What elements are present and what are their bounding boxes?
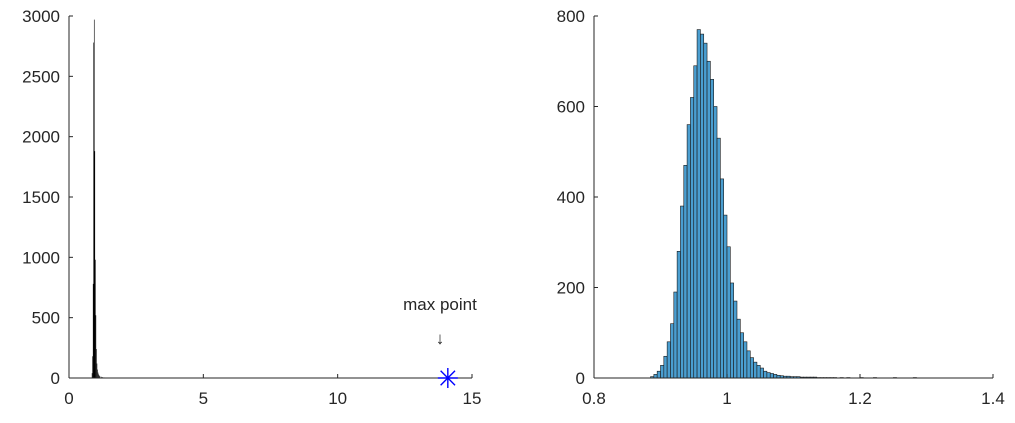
right-axes <box>593 16 993 379</box>
right-bar <box>736 318 741 379</box>
max-point-marker-stroke <box>440 370 456 386</box>
right-bar <box>746 350 751 379</box>
left-histogram: 0 5 10 15 0 500 1000 1500 2000 2500 3000 max point… <box>22 7 481 408</box>
right-bar <box>710 79 715 379</box>
right-y-tick-label: 600 <box>557 98 585 117</box>
right-bar <box>680 205 685 379</box>
right-bar <box>730 282 734 379</box>
right-bar <box>686 124 691 379</box>
right-bar <box>756 365 761 379</box>
right-bar <box>733 300 738 379</box>
right-bar <box>769 373 774 379</box>
annotation-text: max point <box>403 295 477 314</box>
left-y-tick-label: 1500 <box>22 188 60 207</box>
left-bar <box>93 42 95 379</box>
left-bar <box>92 283 94 378</box>
right-bar <box>666 341 671 379</box>
right-bar <box>773 374 778 379</box>
right-x-tick-label: 0.8 <box>582 389 606 408</box>
left-y-tick-label: 2000 <box>22 128 60 147</box>
max-point-marker <box>437 368 458 388</box>
left-y-tick-label: 3000 <box>22 7 60 26</box>
right-bar <box>656 370 661 379</box>
left-bar <box>92 356 93 378</box>
right-bar <box>713 106 718 379</box>
left-bar <box>96 349 97 378</box>
right-x-tick-label: 1 <box>722 389 731 408</box>
right-bar <box>726 246 731 379</box>
left-x-tick-label: 0 <box>64 389 73 408</box>
right-ticks: 0.8 1 1.2 1.4 0 200 400 600 800 <box>557 7 1005 408</box>
left-bar <box>100 376 102 378</box>
left-bar <box>98 374 99 378</box>
right-bar <box>743 341 748 379</box>
right-y-tick-label: 400 <box>557 188 585 207</box>
right-bar <box>690 97 695 379</box>
left-x-tick-label: 15 <box>463 389 482 408</box>
left-bar <box>94 151 96 378</box>
right-bar <box>693 65 698 379</box>
right-bar <box>670 323 675 379</box>
right-bar <box>766 372 771 379</box>
left-y-tick-label: 1000 <box>22 248 60 267</box>
left-bar <box>97 369 98 378</box>
annotation-arrow: ↓ <box>436 329 445 348</box>
left-x-tick-label: 5 <box>199 389 208 408</box>
left-bar <box>95 315 97 378</box>
right-bar <box>683 165 688 379</box>
left-bar <box>93 19 95 379</box>
left-bars <box>91 19 124 379</box>
right-y-tick-label: 200 <box>557 279 585 298</box>
left-bar <box>96 363 98 378</box>
right-bar <box>763 370 768 379</box>
right-x-tick-label: 1.4 <box>981 389 1005 408</box>
right-bar <box>739 332 744 379</box>
right-bar <box>663 355 668 379</box>
right-bar <box>749 357 754 379</box>
right-bar <box>673 291 678 379</box>
right-bar <box>720 178 724 379</box>
right-bar <box>716 137 721 379</box>
right-bar <box>723 214 728 379</box>
right-bar <box>706 60 711 379</box>
right-bars <box>650 29 917 379</box>
left-ticks: 0 5 10 15 0 500 1000 1500 2000 2500 3000 <box>22 7 481 408</box>
left-y-tick-label: 500 <box>32 309 60 328</box>
left-x-tick-label: 10 <box>328 389 347 408</box>
left-bar <box>95 259 96 378</box>
right-y-tick-label: 0 <box>576 369 585 388</box>
right-bar <box>660 365 665 379</box>
right-bar <box>700 33 705 379</box>
right-bar <box>653 374 658 379</box>
right-x-tick-label: 1.2 <box>848 389 872 408</box>
right-y-tick-label: 800 <box>557 7 585 26</box>
right-bar <box>753 361 758 379</box>
left-y-tick-label: 2500 <box>22 67 60 86</box>
left-bar <box>91 373 93 378</box>
right-bar <box>696 29 701 379</box>
right-histogram: 0.8 1 1.2 1.4 0 200 400 600 800 <box>557 7 1005 408</box>
right-bar <box>676 251 681 379</box>
right-bar <box>759 367 764 379</box>
left-bar <box>99 376 101 378</box>
left-bar <box>97 372 99 378</box>
right-bar <box>703 42 708 379</box>
left-bar <box>98 375 100 378</box>
max-point-annotation: max point ↓ <box>403 295 477 388</box>
left-y-tick-label: 0 <box>51 369 60 388</box>
left-axes <box>68 16 472 379</box>
